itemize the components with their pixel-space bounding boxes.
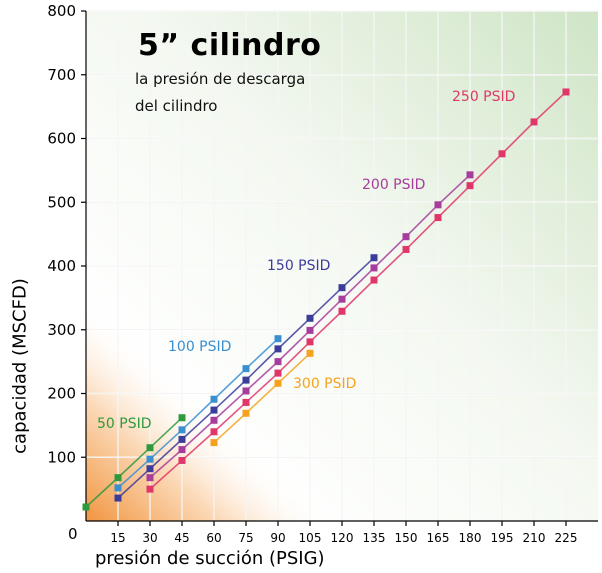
x-tick-label: 45 (174, 531, 189, 545)
data-point-100-psid (178, 426, 186, 434)
data-point-150-psid (242, 376, 250, 384)
origin-label: 0 (68, 525, 78, 543)
x-axis-label: presión de succión (PSIG) (95, 548, 325, 569)
data-point-50-psid (114, 474, 122, 482)
y-axis-label: capacidad (MSCFD) (9, 278, 31, 454)
data-point-300-psid (210, 439, 218, 447)
data-point-250-psid (210, 428, 218, 436)
data-point-150-psid (338, 284, 346, 292)
chart-title: 5” cilindro (138, 28, 322, 63)
series-label-200-psid: 200 PSID (362, 177, 425, 193)
data-point-200-psid (306, 326, 314, 334)
chart-subtitle-line-2: del cilindro (135, 97, 218, 115)
series-line-50-psid (85, 417, 183, 508)
data-point-300-psid (306, 349, 314, 357)
data-point-50-psid (146, 444, 154, 452)
grid (86, 10, 598, 521)
series-group (82, 88, 570, 511)
data-point-200-psid (434, 201, 442, 209)
y-tick-label: 500 (47, 193, 76, 211)
chart-subtitle-line-1: la presión de descarga (135, 70, 306, 88)
y-tick-label: 100 (47, 448, 76, 466)
x-tick-label: 135 (363, 531, 386, 545)
data-point-150-psid (114, 494, 122, 502)
x-tick-label: 120 (331, 531, 354, 545)
data-point-50-psid (178, 414, 186, 422)
data-point-100-psid (146, 455, 154, 463)
data-point-200-psid (146, 474, 154, 482)
data-point-100-psid (210, 395, 218, 403)
data-point-250-psid (274, 369, 282, 377)
x-tick-label: 180 (459, 531, 482, 545)
x-tick-label: 165 (427, 531, 450, 545)
data-point-150-psid (274, 345, 282, 353)
x-tick-label: 210 (523, 531, 546, 545)
data-point-100-psid (242, 365, 250, 373)
y-tick-label: 800 (47, 2, 76, 20)
x-tick-label: 90 (270, 531, 285, 545)
data-point-250-psid (434, 214, 442, 222)
data-point-250-psid (498, 150, 506, 158)
series-labels: 50 PSID 100 PSID 150 PSID 200 PSID 250 PSID 3… (97, 89, 515, 432)
data-point-250-psid (402, 245, 410, 253)
x-tick-label: 105 (299, 531, 322, 545)
data-point-50-psid (82, 503, 90, 511)
y-tick-label: 200 (47, 385, 76, 403)
data-point-150-psid (146, 465, 154, 473)
series-line-250-psid (149, 91, 567, 490)
data-point-250-psid (530, 118, 538, 126)
x-tick-label: 15 (110, 531, 125, 545)
data-point-100-psid (274, 335, 282, 343)
data-point-200-psid (242, 387, 250, 395)
series-line-300-psid (213, 352, 311, 444)
series-label-100-psid: 100 PSID (168, 339, 231, 355)
data-point-200-psid (210, 416, 218, 424)
x-tick-label: 150 (395, 531, 418, 545)
x-tick-label: 195 (491, 531, 514, 545)
data-point-250-psid (562, 88, 570, 96)
data-point-200-psid (338, 295, 346, 303)
data-point-250-psid (466, 182, 474, 190)
data-point-250-psid (178, 456, 186, 464)
series-label-50-psid: 50 PSID (97, 416, 152, 432)
data-point-250-psid (338, 307, 346, 315)
data-point-150-psid (210, 406, 218, 414)
data-point-200-psid (178, 446, 186, 454)
y-tick-label: 600 (47, 130, 76, 148)
data-point-100-psid (114, 484, 122, 492)
x-tick-label: 225 (555, 531, 578, 545)
series-label-250-psid: 250 PSID (452, 89, 515, 105)
data-point-300-psid (242, 409, 250, 417)
data-point-250-psid (370, 276, 378, 284)
x-tick-label: 60 (206, 531, 221, 545)
data-point-300-psid (274, 379, 282, 387)
series-label-150-psid: 150 PSID (267, 258, 330, 274)
data-point-150-psid (306, 314, 314, 322)
series-label-300-psid: 300 PSID (293, 376, 356, 392)
data-point-200-psid (370, 264, 378, 272)
y-tick-label: 300 (47, 321, 76, 339)
data-point-250-psid (306, 338, 314, 346)
data-point-200-psid (274, 358, 282, 366)
data-point-250-psid (242, 398, 250, 406)
series-line-100-psid (117, 338, 279, 489)
data-point-250-psid (146, 485, 154, 493)
data-point-150-psid (370, 254, 378, 262)
data-point-200-psid (402, 233, 410, 241)
data-point-150-psid (178, 435, 186, 443)
x-tick-label: 75 (238, 531, 253, 545)
x-tick-label: 30 (142, 531, 157, 545)
y-tick-label: 400 (47, 257, 76, 275)
axes: 100 200 300 400 500 600 700 800 15 30 45 60 75 90 105 1… (47, 2, 598, 545)
y-tick-label: 700 (47, 66, 76, 84)
data-point-200-psid (466, 171, 474, 179)
